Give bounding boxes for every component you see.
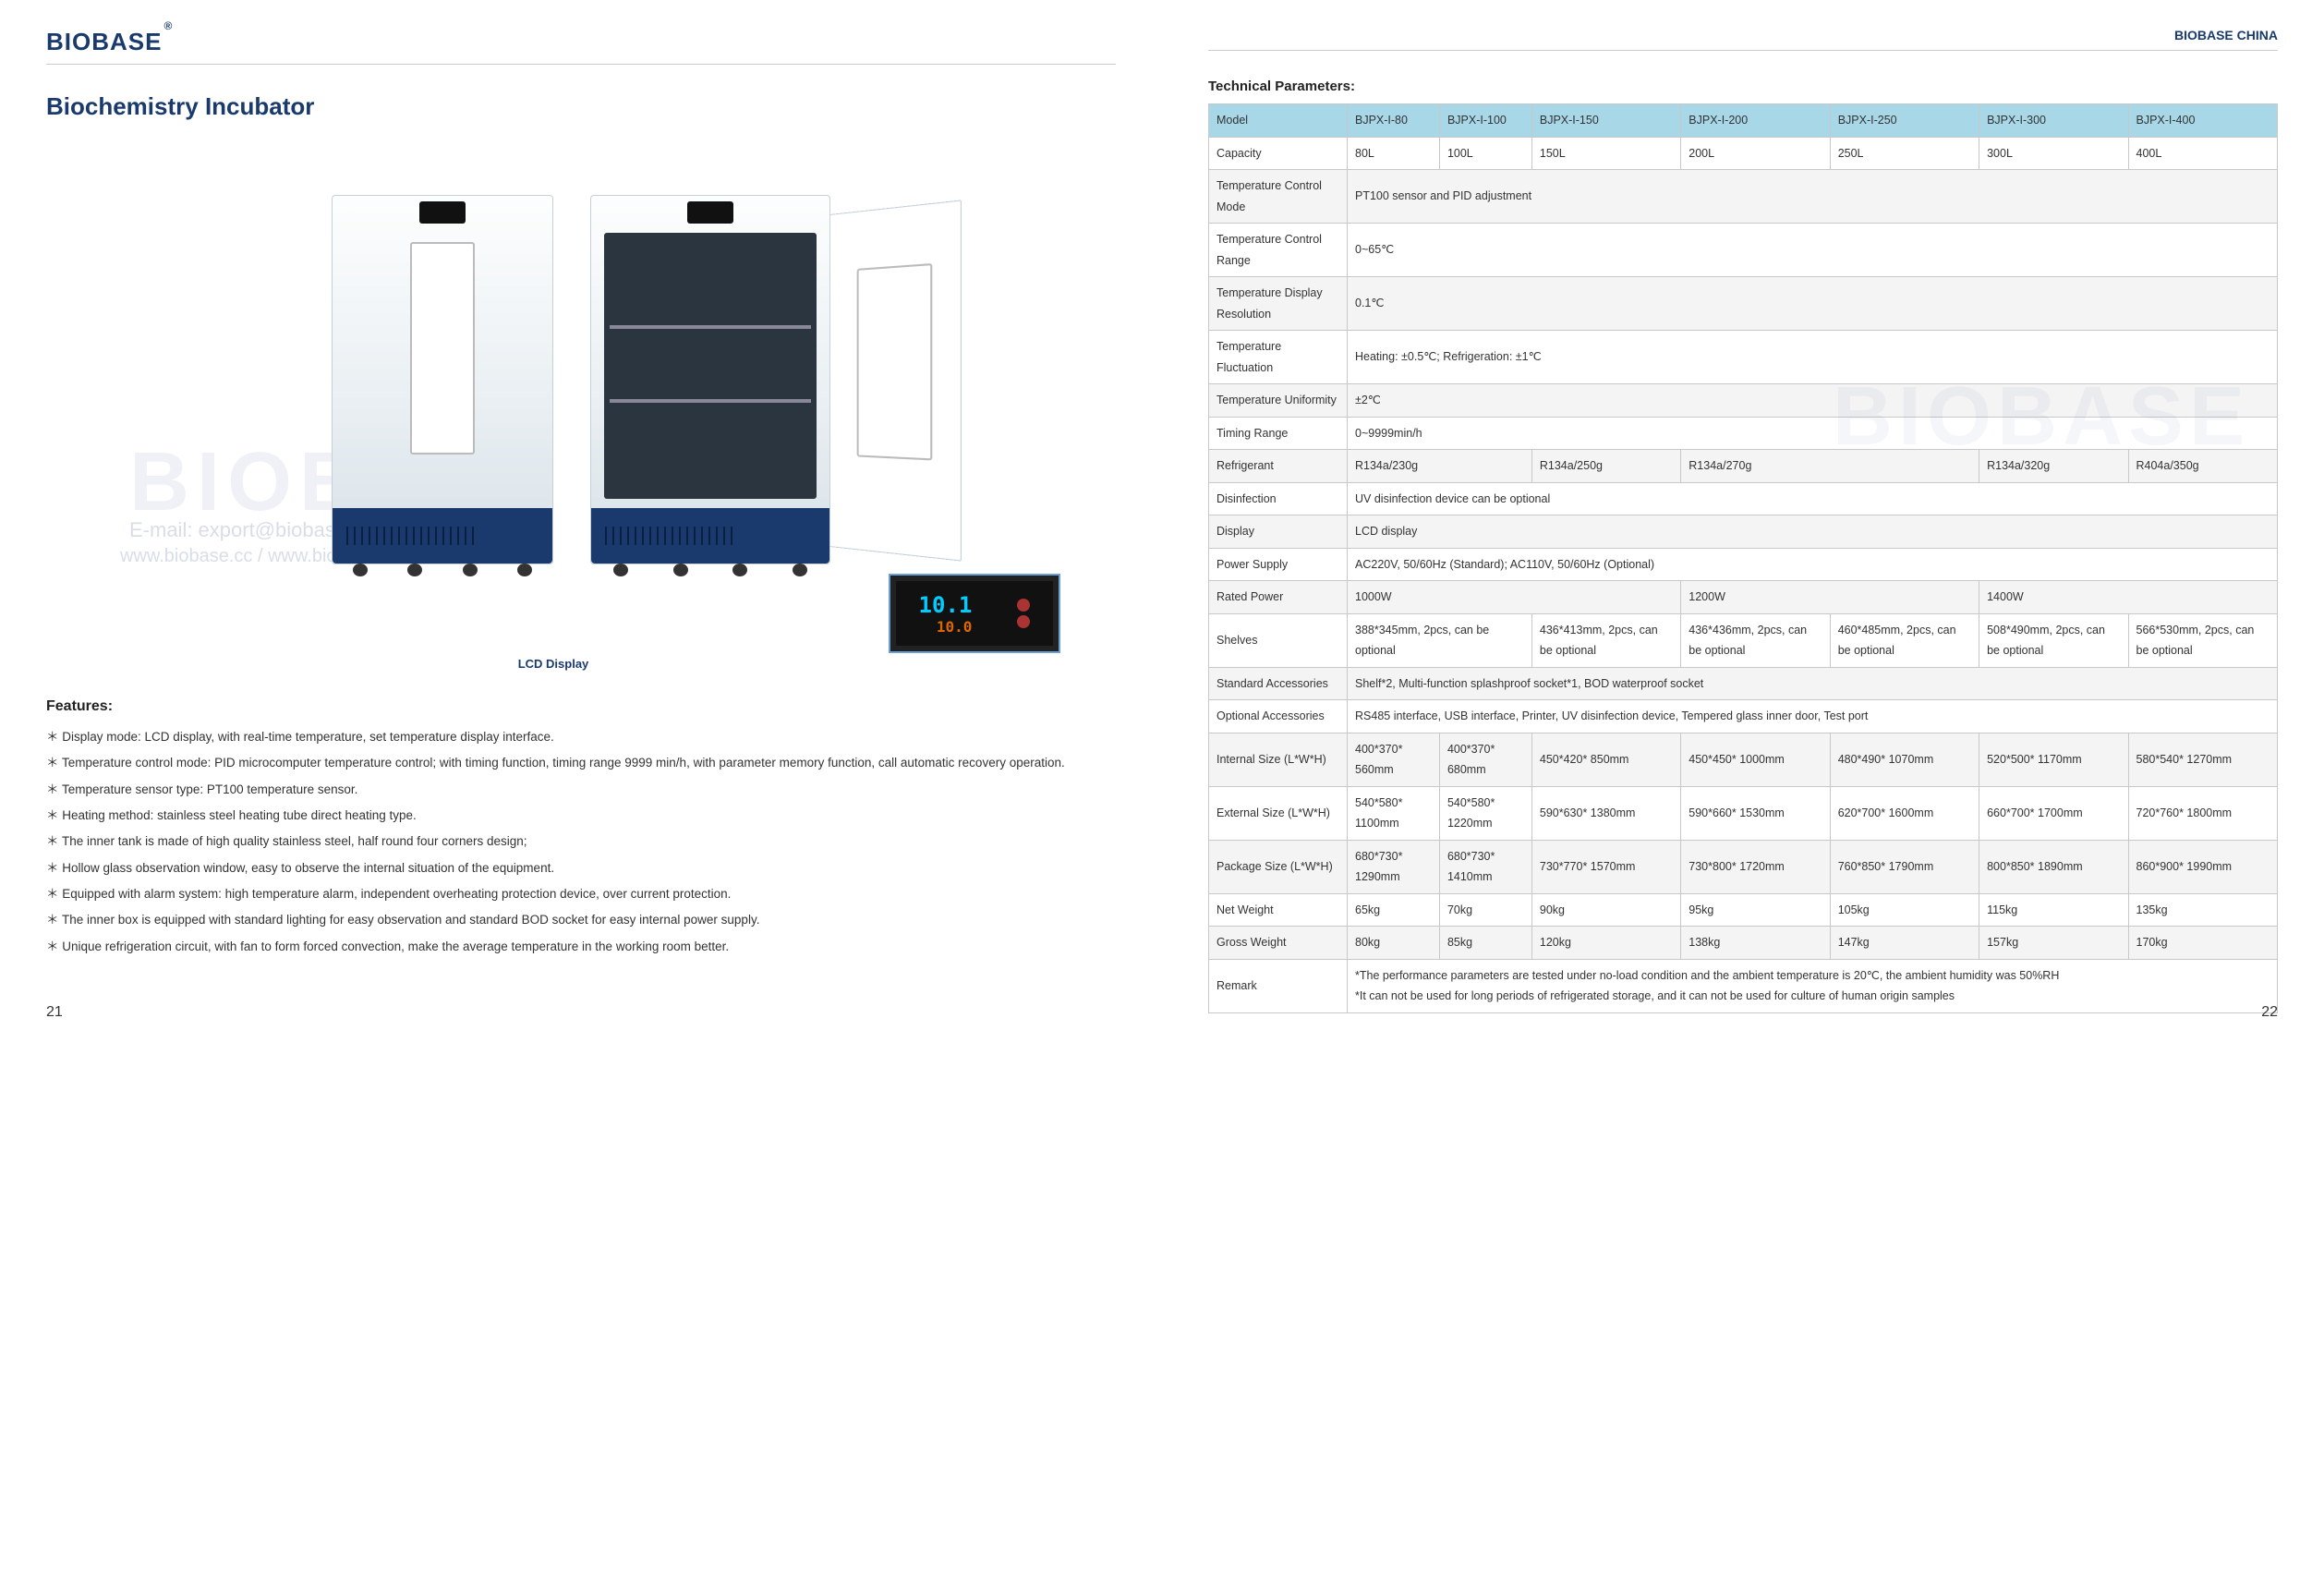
feature-item: Equipped with alarm system: high tempera… <box>46 881 1116 907</box>
lcd-caption: LCD Display <box>46 657 1060 671</box>
feature-item: The inner box is equipped with standard … <box>46 907 1116 933</box>
header: BIOBASE CHINA <box>1208 28 2278 51</box>
product-images: BIOBASE E-mail: export@biobase.com www.b… <box>46 158 1116 564</box>
feature-item: Hollow glass observation window, easy to… <box>46 855 1116 881</box>
feature-item: Temperature sensor type: PT100 temperatu… <box>46 777 1116 803</box>
page-title: Biochemistry Incubator <box>46 92 1116 121</box>
lcd-display-block: 10.110.0 LCD Display <box>46 574 1060 671</box>
page-number-right: 22 <box>2261 1004 2278 1021</box>
incubator-open <box>590 195 830 564</box>
feature-item: The inner tank is made of high quality s… <box>46 829 1116 855</box>
page-right: BIOBASE CHINA Technical Parameters: BIOB… <box>1162 0 2324 1032</box>
spec-table: Model BJPX-I-80 BJPX-I-100 BJPX-I-150 BJ… <box>1208 103 2278 1013</box>
feature-item: Heating method: stainless steel heating … <box>46 803 1116 829</box>
lcd-panel: 10.110.0 <box>889 574 1060 653</box>
brand-logo: BIOBASE® <box>46 28 171 56</box>
header: BIOBASE® <box>46 28 1116 65</box>
tech-params-heading: Technical Parameters: <box>1208 79 2278 94</box>
col-model: Model <box>1209 104 1348 138</box>
incubator-closed <box>332 195 553 564</box>
page-left: BIOBASE® Biochemistry Incubator BIOBASE … <box>0 0 1162 1032</box>
feature-item: Display mode: LCD display, with real-tim… <box>46 724 1116 750</box>
features-list: Display mode: LCD display, with real-tim… <box>46 724 1116 960</box>
page-number-left: 21 <box>46 1004 63 1021</box>
header-right: BIOBASE CHINA <box>2174 28 2278 42</box>
features-heading: Features: <box>46 698 1116 715</box>
feature-item: Temperature control mode: PID microcompu… <box>46 750 1116 776</box>
feature-item: Unique refrigeration circuit, with fan t… <box>46 934 1116 960</box>
